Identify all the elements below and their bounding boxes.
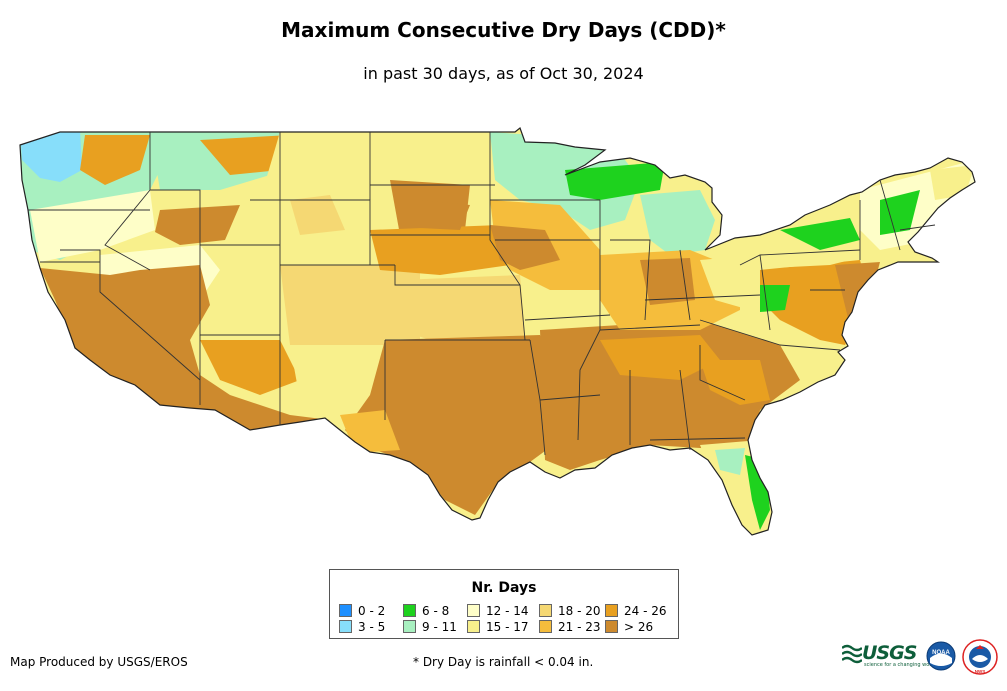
legend-label: 9 - 11 xyxy=(422,620,457,634)
legend-item: 24 - 26 xyxy=(605,604,667,618)
legend-title: Nr. Days xyxy=(471,580,537,596)
legend-swatch xyxy=(539,604,552,617)
map-subtitle: in past 30 days, as of Oct 30, 2024 xyxy=(363,64,644,83)
legend-label: 6 - 8 xyxy=(422,604,450,618)
legend-label: 15 - 17 xyxy=(486,620,529,634)
legend-swatch xyxy=(467,604,480,617)
legend-item: 0 - 2 xyxy=(339,604,385,618)
nws-logo-text: NWS xyxy=(975,669,986,674)
cdd-regions xyxy=(20,128,975,535)
noaa-logo: NOAA xyxy=(926,641,956,671)
legend-swatch xyxy=(339,620,352,633)
legend-item: > 26 xyxy=(605,620,653,634)
legend-label: 18 - 20 xyxy=(558,604,601,618)
legend: Nr. Days 0 - 2 3 - 5 6 - 8 9 - 11 12 - 14 15 … xyxy=(329,569,679,639)
legend-swatch xyxy=(403,620,416,633)
dry-day-footnote: * Dry Day is rainfall < 0.04 in. xyxy=(413,655,594,669)
legend-swatch xyxy=(605,620,618,633)
usgs-wave-icon xyxy=(842,644,862,664)
legend-swatch xyxy=(403,604,416,617)
usgs-logo: USGS science for a changing world xyxy=(842,642,936,668)
legend-item: 15 - 17 xyxy=(467,620,529,634)
usgs-tagline: science for a changing world xyxy=(864,662,936,668)
legend-item: 3 - 5 xyxy=(339,620,385,634)
legend-item: 6 - 8 xyxy=(403,604,449,618)
legend-item: 18 - 20 xyxy=(539,604,601,618)
legend-swatch xyxy=(467,620,480,633)
map-title: Maximum Consecutive Dry Days (CDD)* xyxy=(281,18,726,42)
legend-label: > 26 xyxy=(624,620,654,634)
cdd-map xyxy=(19,127,976,536)
nws-logo: NWS xyxy=(962,639,998,675)
legend-label: 12 - 14 xyxy=(486,604,529,618)
state-borders xyxy=(19,127,976,536)
legend-label: 24 - 26 xyxy=(624,604,667,618)
legend-item: 21 - 23 xyxy=(539,620,601,634)
map-credit: Map Produced by USGS/EROS xyxy=(10,655,188,669)
legend-label: 3 - 5 xyxy=(358,620,386,634)
legend-swatch xyxy=(605,604,618,617)
legend-item: 12 - 14 xyxy=(467,604,529,618)
legend-label: 21 - 23 xyxy=(558,620,601,634)
usgs-logo-text: USGS xyxy=(862,642,917,664)
legend-swatch xyxy=(539,620,552,633)
legend-label: 0 - 2 xyxy=(358,604,386,618)
legend-item: 9 - 11 xyxy=(403,620,457,634)
legend-swatch xyxy=(339,604,352,617)
noaa-logo-text: NOAA xyxy=(932,650,950,656)
